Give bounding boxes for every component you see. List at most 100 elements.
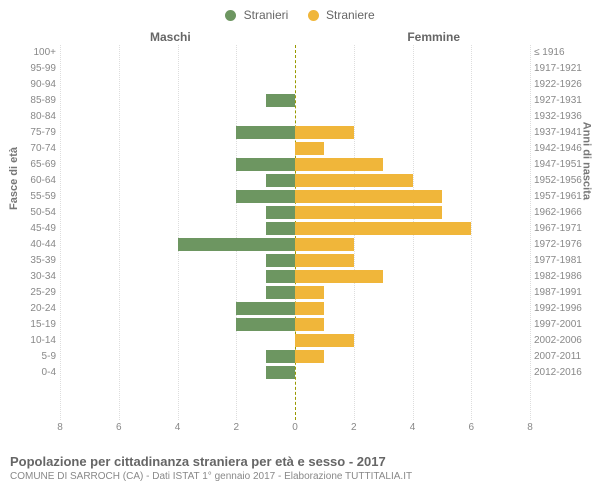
header-female: Femmine: [407, 30, 460, 44]
x-tick: 8: [57, 422, 63, 433]
age-row: 100+≤ 1916: [60, 45, 530, 61]
legend-female: Straniere: [308, 8, 375, 22]
legend: Stranieri Straniere: [0, 8, 600, 22]
bar-male: [266, 206, 295, 219]
x-tick: 6: [116, 422, 122, 433]
x-tick: 4: [410, 422, 416, 433]
age-label: 55-59: [22, 189, 56, 205]
age-row: 15-191997-2001: [60, 317, 530, 333]
bar-male: [236, 302, 295, 315]
age-label: 85-89: [22, 93, 56, 109]
chart-area: 100+≤ 191695-991917-192190-941922-192685…: [60, 45, 530, 420]
x-tick: 0: [292, 422, 298, 433]
footer-sub: COMUNE DI SARROCH (CA) - Dati ISTAT 1° g…: [10, 471, 590, 482]
birth-label: 2007-2011: [534, 349, 588, 365]
bar-female: [295, 206, 442, 219]
bar-male: [236, 318, 295, 331]
age-label: 65-69: [22, 157, 56, 173]
age-row: 40-441972-1976: [60, 237, 530, 253]
age-row: 60-641952-1956: [60, 173, 530, 189]
gridline: [530, 45, 531, 420]
x-tick: 4: [175, 422, 181, 433]
age-label: 40-44: [22, 237, 56, 253]
bar-female: [295, 302, 324, 315]
bar-female: [295, 142, 324, 155]
age-row: 80-841932-1936: [60, 109, 530, 125]
birth-label: 1937-1941: [534, 125, 588, 141]
header-male: Maschi: [150, 30, 191, 44]
age-label: 25-29: [22, 285, 56, 301]
bar-male: [236, 126, 295, 139]
age-row: 70-741942-1946: [60, 141, 530, 157]
birth-label: 1947-1951: [534, 157, 588, 173]
bar-female: [295, 126, 354, 139]
age-label: 10-14: [22, 333, 56, 349]
age-label: 80-84: [22, 109, 56, 125]
age-label: 5-9: [22, 349, 56, 365]
birth-label: 1997-2001: [534, 317, 588, 333]
age-label: 15-19: [22, 317, 56, 333]
bar-male: [266, 270, 295, 283]
footer: Popolazione per cittadinanza straniera p…: [10, 454, 590, 482]
birth-label: 1967-1971: [534, 221, 588, 237]
x-tick: 2: [351, 422, 357, 433]
age-row: 30-341982-1986: [60, 269, 530, 285]
bar-male: [266, 286, 295, 299]
bar-female: [295, 254, 354, 267]
legend-male: Stranieri: [225, 8, 288, 22]
age-label: 45-49: [22, 221, 56, 237]
birth-label: 1982-1986: [534, 269, 588, 285]
x-tick: 8: [527, 422, 533, 433]
y-axis-title-left: Fasce di età: [8, 147, 20, 210]
bar-female: [295, 190, 442, 203]
bar-male: [266, 222, 295, 235]
age-label: 60-64: [22, 173, 56, 189]
birth-label: 1927-1931: [534, 93, 588, 109]
age-label: 30-34: [22, 269, 56, 285]
bar-female: [295, 174, 413, 187]
birth-label: 1917-1921: [534, 61, 588, 77]
footer-title: Popolazione per cittadinanza straniera p…: [10, 454, 590, 469]
age-row: 20-241992-1996: [60, 301, 530, 317]
birth-label: 2012-2016: [534, 365, 588, 381]
bar-male: [266, 174, 295, 187]
birth-label: 1972-1976: [534, 237, 588, 253]
birth-label: 1942-1946: [534, 141, 588, 157]
bar-female: [295, 318, 324, 331]
legend-swatch-female: [308, 10, 319, 21]
age-row: 65-691947-1951: [60, 157, 530, 173]
birth-label: 1932-1936: [534, 109, 588, 125]
bar-male: [178, 238, 296, 251]
age-label: 50-54: [22, 205, 56, 221]
bar-female: [295, 334, 354, 347]
age-row: 45-491967-1971: [60, 221, 530, 237]
age-row: 10-142002-2006: [60, 333, 530, 349]
birth-label: 1962-1966: [534, 205, 588, 221]
birth-label: 2002-2006: [534, 333, 588, 349]
bar-female: [295, 158, 383, 171]
x-axis: 864202468: [60, 422, 530, 438]
age-label: 70-74: [22, 141, 56, 157]
age-row: 0-42012-2016: [60, 365, 530, 381]
legend-swatch-male: [225, 10, 236, 21]
age-label: 90-94: [22, 77, 56, 93]
bar-male: [266, 254, 295, 267]
legend-label-male: Stranieri: [244, 8, 289, 22]
age-label: 75-79: [22, 125, 56, 141]
bar-female: [295, 350, 324, 363]
age-label: 100+: [22, 45, 56, 61]
birth-label: 1977-1981: [534, 253, 588, 269]
bar-male: [266, 350, 295, 363]
age-row: 50-541962-1966: [60, 205, 530, 221]
birth-label: 1987-1991: [534, 285, 588, 301]
bar-male: [266, 94, 295, 107]
bar-female: [295, 270, 383, 283]
x-tick: 6: [468, 422, 474, 433]
birth-label: 1952-1956: [534, 173, 588, 189]
age-row: 95-991917-1921: [60, 61, 530, 77]
birth-label: ≤ 1916: [534, 45, 588, 61]
age-label: 95-99: [22, 61, 56, 77]
age-row: 55-591957-1961: [60, 189, 530, 205]
age-row: 85-891927-1931: [60, 93, 530, 109]
birth-label: 1957-1961: [534, 189, 588, 205]
